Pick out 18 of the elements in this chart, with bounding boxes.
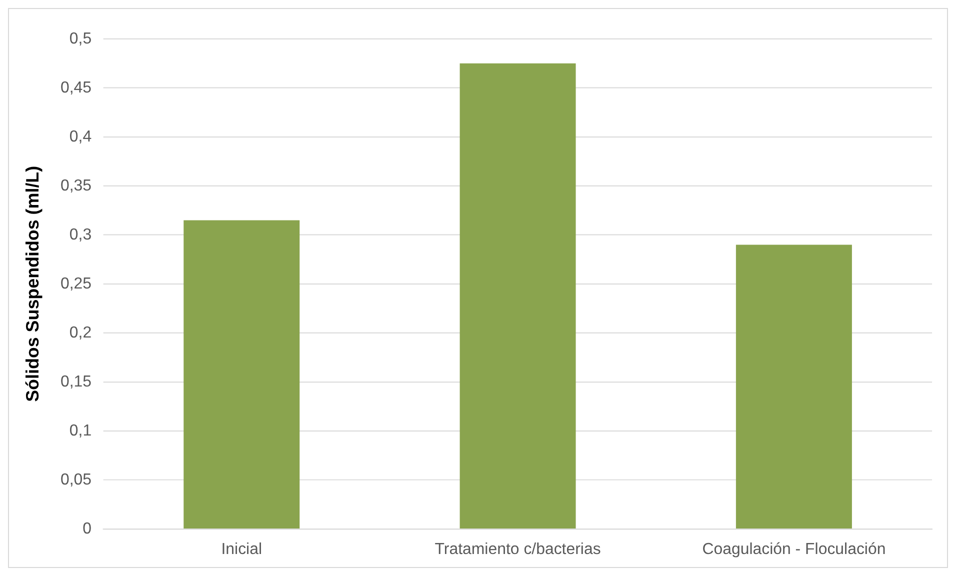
- y-tick-label: 0,25: [60, 275, 92, 292]
- y-tick-label: 0,35: [60, 177, 92, 194]
- y-axis-title: Sólidos Suspendidos (ml/L): [22, 166, 43, 402]
- y-tick-label: 0,05: [60, 471, 92, 488]
- bar: [460, 63, 576, 528]
- y-tick-label: 0: [82, 520, 92, 538]
- y-tick-label: 0,45: [60, 79, 92, 96]
- y-tick-label: 0,5: [69, 30, 92, 48]
- y-tick-label: 0,15: [60, 373, 92, 390]
- bar: [736, 244, 852, 528]
- y-tick-label: 0,3: [69, 226, 92, 244]
- x-tick-label: Inicial: [221, 540, 262, 558]
- y-tick-label: 0,4: [69, 128, 92, 146]
- x-tick-label: Coagulación - Floculación: [702, 540, 886, 558]
- x-tick-label: Tratamiento c/bacterias: [434, 540, 601, 558]
- bar: [184, 220, 300, 528]
- y-tick-label: 0,2: [69, 324, 92, 342]
- y-tick-label: 0,1: [69, 422, 92, 440]
